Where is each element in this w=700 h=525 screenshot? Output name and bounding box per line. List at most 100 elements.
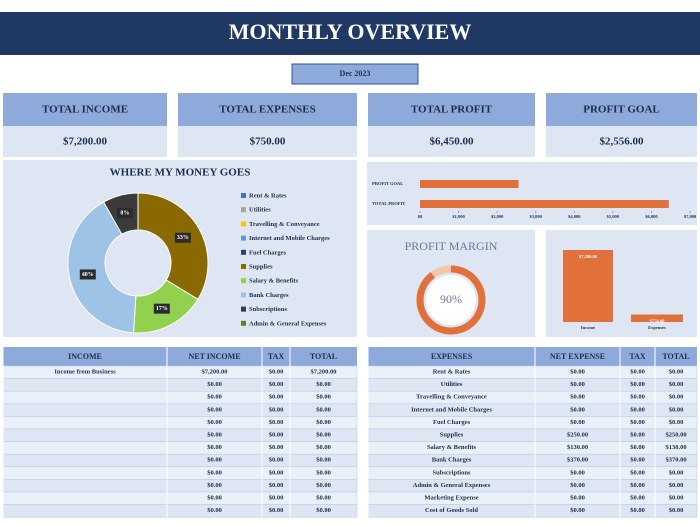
column-header: NET INCOME — [188, 352, 240, 361]
table-row — [367, 428, 698, 442]
table-cell: $0.00 — [269, 381, 284, 388]
legend-swatch — [241, 292, 246, 298]
legend-swatch — [241, 320, 246, 326]
table-cell: $0.00 — [570, 368, 585, 375]
table-row — [2, 504, 358, 518]
table-cell: Internet and Mobile Charges — [411, 406, 492, 413]
x-tick-label: $0 — [418, 214, 423, 219]
column-header: TAX — [629, 352, 646, 361]
table-cell: $0.00 — [207, 469, 222, 476]
kpi-value: $7,200.00 — [63, 136, 108, 148]
table-cell: $0.00 — [570, 406, 585, 413]
legend-swatch — [241, 306, 246, 312]
legend-label: Utilities — [249, 207, 271, 214]
legend-label: Bank Charges — [249, 292, 289, 299]
table-cell: $0.00 — [269, 394, 284, 401]
table-cell: $0.00 — [316, 444, 331, 451]
table-cell: $0.00 — [269, 368, 284, 375]
table-cell: $0.00 — [630, 419, 645, 426]
x-tick-label: $5,000 — [607, 214, 620, 219]
column — [563, 250, 613, 322]
bar-panel — [367, 162, 697, 225]
kpi-header — [3, 93, 167, 126]
kpi-body — [546, 126, 697, 157]
period-box[interactable] — [291, 63, 419, 85]
column-label: Income — [581, 325, 595, 330]
table-cell: $0.00 — [570, 507, 585, 514]
legend-swatch — [241, 221, 246, 227]
column-value: $750.00 — [650, 319, 665, 324]
table-cell: $0.00 — [316, 469, 331, 476]
slice-label: 40% — [82, 272, 94, 278]
bar-label: PROFIT GOAL — [372, 181, 403, 186]
table-cell: $0.00 — [630, 469, 645, 476]
table-cell: Income from Business — [54, 368, 116, 375]
table-cell: $0.00 — [269, 444, 284, 451]
slice-label: 33% — [177, 235, 189, 241]
table-cell: $0.00 — [207, 381, 222, 388]
table-cell: Cost of Goods Sold — [425, 507, 478, 514]
x-tick-label: $3,000 — [530, 214, 543, 219]
table-row — [2, 403, 358, 417]
legend-label: Admin & General Expenses — [249, 320, 327, 327]
table-cell: $0.00 — [207, 419, 222, 426]
table-cell: $0.00 — [207, 482, 222, 489]
table-header — [3, 347, 357, 366]
kpi-value: $2,556.00 — [600, 136, 645, 148]
table-cell: $0.00 — [669, 406, 684, 413]
table-cell: Bank Charges — [432, 457, 472, 464]
kpi-label: TOTAL PROFIT — [411, 104, 493, 116]
table-cell: $0.00 — [269, 419, 284, 426]
table-cell: $0.00 — [316, 419, 331, 426]
table-cell: $0.00 — [207, 444, 222, 451]
table-row — [2, 416, 358, 430]
table-row — [2, 491, 358, 505]
table-cell: $250.00 — [665, 431, 686, 438]
column-header: INCOME — [68, 352, 102, 361]
table-row — [367, 365, 698, 379]
page-title: MONTHLY OVERVIEW — [229, 19, 472, 44]
table-cell: $0.00 — [630, 482, 645, 489]
table-cell: $0.00 — [669, 482, 684, 489]
table-cell: $0.00 — [269, 469, 284, 476]
table-cell: $0.00 — [570, 494, 585, 501]
x-tick-label: $6,000 — [645, 214, 658, 219]
table-cell: $0.00 — [630, 494, 645, 501]
table-cell: $250.00 — [567, 431, 588, 438]
table-cell: $130.00 — [665, 444, 686, 451]
column-header: TOTAL — [662, 352, 689, 361]
table-cell: Admin & General Expenses — [413, 482, 491, 489]
table-cell: $0.00 — [669, 469, 684, 476]
column-header: NET EXPENSE — [550, 352, 605, 361]
donut-slice — [137, 192, 209, 300]
period: Dec 2023 — [340, 69, 371, 78]
column-label: Expenses — [648, 325, 666, 330]
table-cell: $370.00 — [567, 457, 588, 464]
table-row — [2, 378, 358, 392]
table-cell: $0.00 — [207, 406, 222, 413]
label-box — [116, 208, 133, 219]
table-cell: $7,200.00 — [311, 368, 337, 375]
table-cell: $0.00 — [630, 431, 645, 438]
legend-label: Travelling & Conveyance — [249, 221, 320, 228]
table-cell: $0.00 — [316, 394, 331, 401]
legend-swatch — [241, 278, 246, 284]
kpi-label: TOTAL EXPENSES — [219, 104, 316, 116]
legend-label: Subscriptions — [249, 306, 287, 313]
table-cell: Salary & Benefits — [427, 444, 477, 451]
x-tick-label: $2,000 — [491, 214, 504, 219]
table-cell: $0.00 — [630, 394, 645, 401]
table-row — [2, 453, 358, 468]
chart-title: PROFIT MARGIN — [405, 239, 498, 253]
table-header — [368, 347, 697, 366]
table-cell: $0.00 — [269, 482, 284, 489]
table-cell: $0.00 — [630, 406, 645, 413]
table-cell: Subscriptions — [433, 469, 471, 476]
column — [631, 314, 683, 322]
table-cell: $0.00 — [630, 457, 645, 464]
kpi-header — [178, 93, 357, 126]
legend-swatch — [241, 235, 246, 241]
table-row — [2, 390, 358, 405]
table-cell: $0.00 — [570, 381, 585, 388]
table-cell: $0.00 — [207, 507, 222, 514]
